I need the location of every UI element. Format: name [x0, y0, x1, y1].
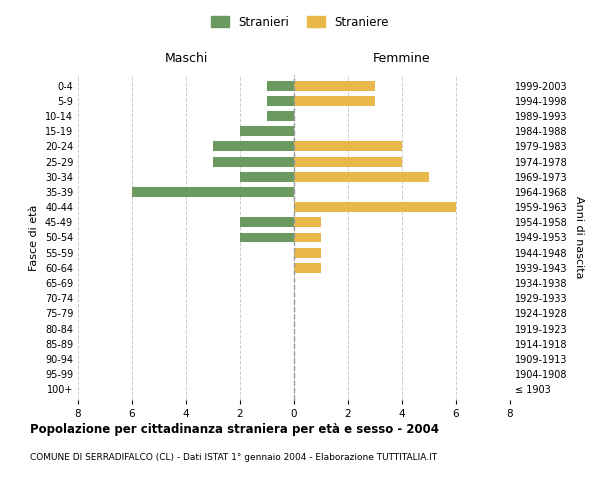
Bar: [267, 111, 294, 121]
Text: Femmine: Femmine: [373, 52, 431, 65]
Bar: [240, 172, 294, 182]
Bar: [213, 142, 294, 152]
Bar: [294, 172, 429, 182]
Text: COMUNE DI SERRADIFALCO (CL) - Dati ISTAT 1° gennaio 2004 - Elaborazione TUTTITAL: COMUNE DI SERRADIFALCO (CL) - Dati ISTAT…: [30, 452, 437, 462]
Bar: [240, 218, 294, 227]
Bar: [294, 202, 456, 212]
Y-axis label: Anni di nascita: Anni di nascita: [574, 196, 584, 279]
Bar: [267, 96, 294, 106]
Bar: [132, 187, 294, 197]
Bar: [294, 156, 402, 166]
Legend: Stranieri, Straniere: Stranieri, Straniere: [206, 11, 394, 34]
Bar: [240, 232, 294, 242]
Bar: [294, 263, 321, 273]
Text: Popolazione per cittadinanza straniera per età e sesso - 2004: Popolazione per cittadinanza straniera p…: [30, 422, 439, 436]
Bar: [240, 126, 294, 136]
Bar: [294, 248, 321, 258]
Bar: [294, 96, 375, 106]
Bar: [267, 80, 294, 90]
Bar: [213, 156, 294, 166]
Y-axis label: Fasce di età: Fasce di età: [29, 204, 39, 270]
Text: Maschi: Maschi: [164, 52, 208, 65]
Bar: [294, 232, 321, 242]
Bar: [294, 218, 321, 227]
Bar: [294, 142, 402, 152]
Bar: [294, 80, 375, 90]
